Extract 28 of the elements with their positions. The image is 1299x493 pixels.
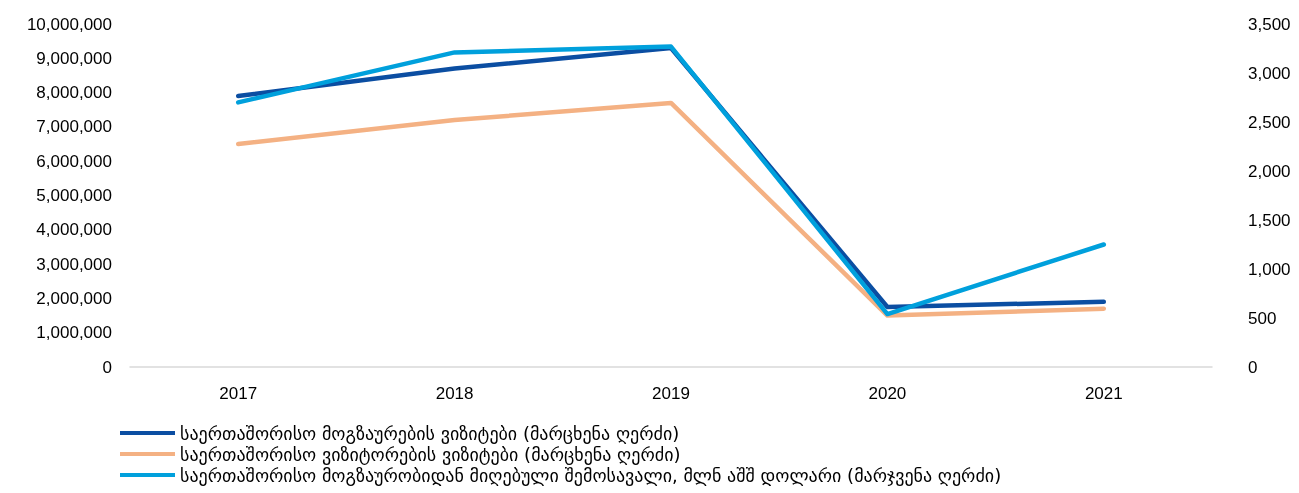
y-tick-label: 8,000,000 bbox=[36, 83, 112, 103]
y-tick-label: 2,000,000 bbox=[36, 288, 112, 308]
y-tick-label: 1,000,000 bbox=[36, 323, 112, 343]
y-tick-label: 6,000,000 bbox=[36, 151, 112, 171]
x-tick-label: 2019 bbox=[652, 384, 690, 403]
y2-tick-label: 1,500 bbox=[1248, 210, 1291, 230]
legend-label: საერთაშორისო მოგზაურობიდან მიღებული შემოსავალი, მლნ აშშ დოლარი (მარჯვენა ღერძი) bbox=[180, 464, 1002, 486]
legend-label: საერთაშორისო მოგზაურების ვიზიტები (მარცხენა ღერძი) bbox=[180, 422, 680, 444]
legend-label: საერთაშორისო ვიზიტორების ვიზიტები (მარცხენა ღერძი) bbox=[180, 443, 681, 465]
y2-tick-label: 3,500 bbox=[1248, 14, 1291, 34]
x-tick-label: 2017 bbox=[219, 384, 258, 403]
y-tick-label: 5,000,000 bbox=[36, 186, 112, 205]
y2-tick-label: 1,000 bbox=[1248, 259, 1291, 279]
y-tick-label: 3,000,000 bbox=[36, 254, 112, 274]
y-tick-label: 0 bbox=[102, 357, 112, 377]
y-tick-label: 10,000,000 bbox=[26, 14, 112, 34]
y2-tick-label: 0 bbox=[1248, 357, 1258, 377]
y2-tick-label: 3,000 bbox=[1248, 63, 1291, 83]
x-tick-label: 2018 bbox=[435, 384, 474, 403]
x-tick-label: 2020 bbox=[868, 384, 907, 403]
y-tick-label: 7,000,000 bbox=[36, 117, 112, 137]
y-tick-label: 4,000,000 bbox=[36, 220, 112, 240]
y2-tick-label: 2,000 bbox=[1248, 161, 1291, 181]
y2-tick-label: 2,500 bbox=[1248, 112, 1291, 132]
y-tick-label: 9,000,000 bbox=[36, 48, 112, 68]
line-series bbox=[235, 100, 1107, 318]
x-tick-label: 2021 bbox=[1084, 384, 1123, 403]
y2-tick-label: 500 bbox=[1248, 308, 1277, 328]
